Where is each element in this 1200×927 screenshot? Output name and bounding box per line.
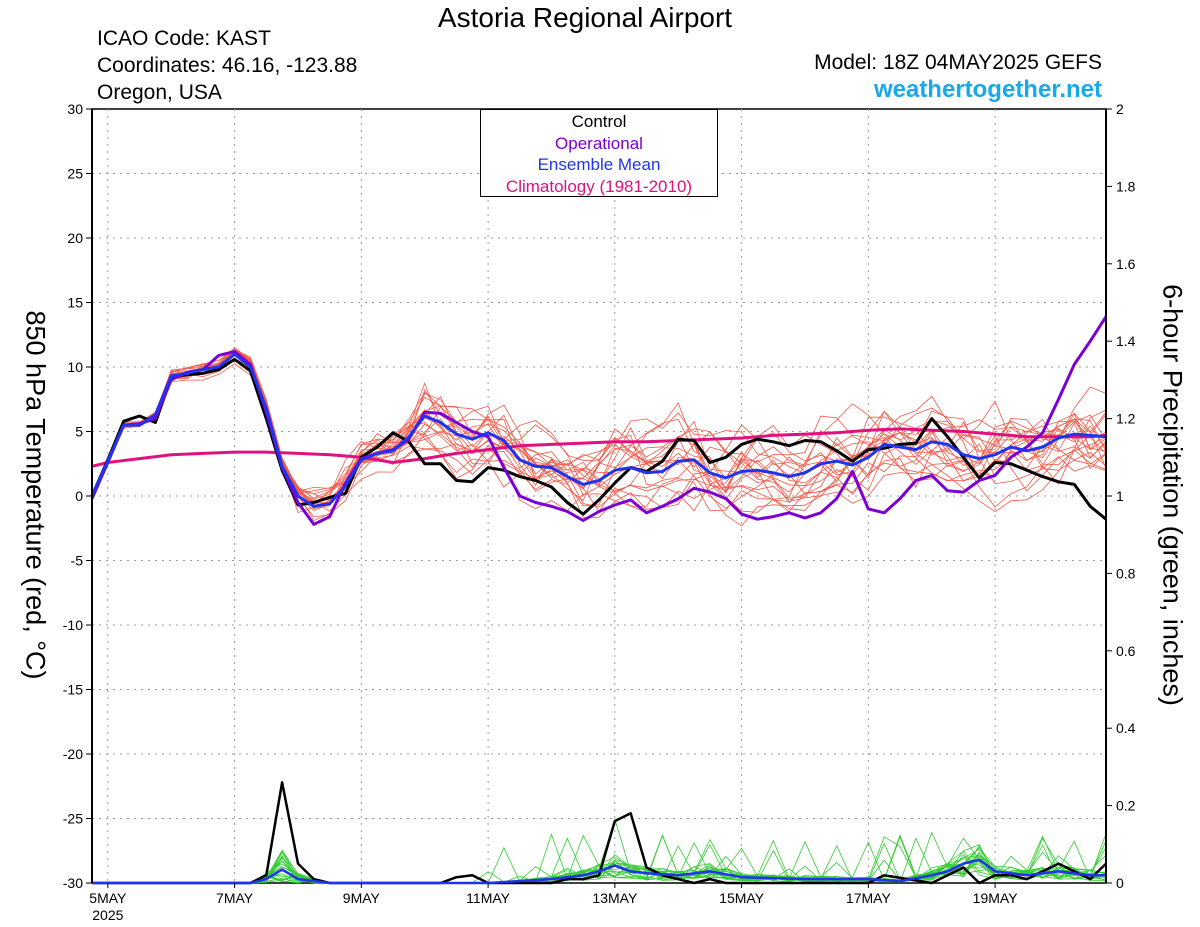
y-tick-label-right: 2: [1116, 101, 1124, 117]
y-tick-label-left: 25: [67, 166, 83, 182]
y-axis-label-right: 6-hour Precipitation (green, inches): [1157, 284, 1188, 706]
y-tick-label-left: -25: [63, 811, 83, 827]
y-tick-label-right: 1.2: [1116, 411, 1136, 427]
y-tick-label-left: 20: [67, 230, 83, 246]
y-tick-label-left: 15: [67, 295, 83, 311]
x-tick-label: 11MAY: [466, 890, 510, 906]
y-tick-label-left: -15: [63, 682, 83, 698]
main-series-lines: [90, 315, 1108, 885]
ensemble-temp-member: [91, 348, 1107, 513]
ensemble-mean-line: [90, 352, 1107, 508]
y-tick-label-left: -10: [63, 617, 83, 633]
ensemble-mean-precip-line: [92, 858, 1106, 885]
y-tick-label-right: 1.8: [1116, 178, 1136, 194]
x-tick-label: 9MAY: [343, 890, 381, 906]
x-tick-label: 5MAY: [89, 890, 127, 906]
page-title: Astoria Regional Airport: [437, 2, 733, 33]
ensemble-precip-member: [92, 840, 1107, 884]
y-tick-label-right: 0.4: [1116, 720, 1136, 736]
x-tick-label: 15MAY: [719, 890, 765, 906]
y-tick-label-right: 0: [1116, 875, 1124, 891]
x-tick-sublabel: 2025: [92, 907, 123, 923]
control-line: [90, 357, 1107, 521]
coordinates: Coordinates: 46.16, -123.88: [97, 54, 358, 77]
y-tick-label-right: 1.6: [1116, 256, 1136, 272]
x-tick-label: 17MAY: [846, 890, 892, 906]
x-tick-label: 19MAY: [973, 890, 1019, 906]
climatology-line: [91, 427, 1107, 468]
gridlines: [92, 109, 1106, 883]
legend-operational: Operational: [555, 133, 643, 153]
ensemble-temp-member: [91, 349, 1107, 497]
y-tick-label-right: 1: [1116, 488, 1124, 504]
ensemble-temp-member: [91, 357, 1107, 509]
y-tick-label-right: 0.8: [1116, 565, 1136, 581]
ensemble-temp-member: [91, 354, 1107, 514]
operational-line: [90, 315, 1108, 526]
y-axis-label-left: 850 hPa Temperature (red, °C): [20, 310, 51, 680]
y-tick-label-left: -20: [63, 746, 83, 762]
x-tick-label: 13MAY: [592, 890, 638, 906]
y-tick-label-left: 0: [75, 488, 83, 504]
icao-code: ICAO Code: KAST: [97, 27, 271, 50]
site-link[interactable]: weathertogether.net: [873, 76, 1102, 103]
legend: Control Operational Ensemble Mean Climat…: [480, 109, 718, 197]
y-tick-label-left: -30: [63, 875, 83, 891]
y-tick-label-left: 10: [67, 359, 83, 375]
model-run: Model: 18Z 04MAY2025 GEFS: [814, 51, 1102, 74]
legend-climatology: Climatology (1981-2010): [505, 176, 693, 196]
y-tick-label-right: 0.2: [1116, 798, 1136, 814]
y-tick-label-right: 0.6: [1116, 643, 1136, 659]
y-tick-label-left: -5: [71, 553, 84, 569]
legend-ensemble-mean: Ensemble Mean: [537, 155, 661, 174]
ensemble-temp-member: [91, 351, 1107, 506]
x-tick-label: 7MAY: [216, 890, 254, 906]
y-tick-label-left: 30: [67, 101, 83, 117]
y-tick-label-right: 1.4: [1116, 333, 1136, 349]
region: Oregon, USA: [97, 81, 222, 104]
axis-ticks: 302520151050-5-10-15-20-25-3021.81.61.41…: [63, 101, 1136, 923]
y-tick-label-left: 5: [75, 424, 83, 440]
ensemble-temp-member: [91, 353, 1107, 514]
legend-control: Control: [571, 112, 627, 131]
